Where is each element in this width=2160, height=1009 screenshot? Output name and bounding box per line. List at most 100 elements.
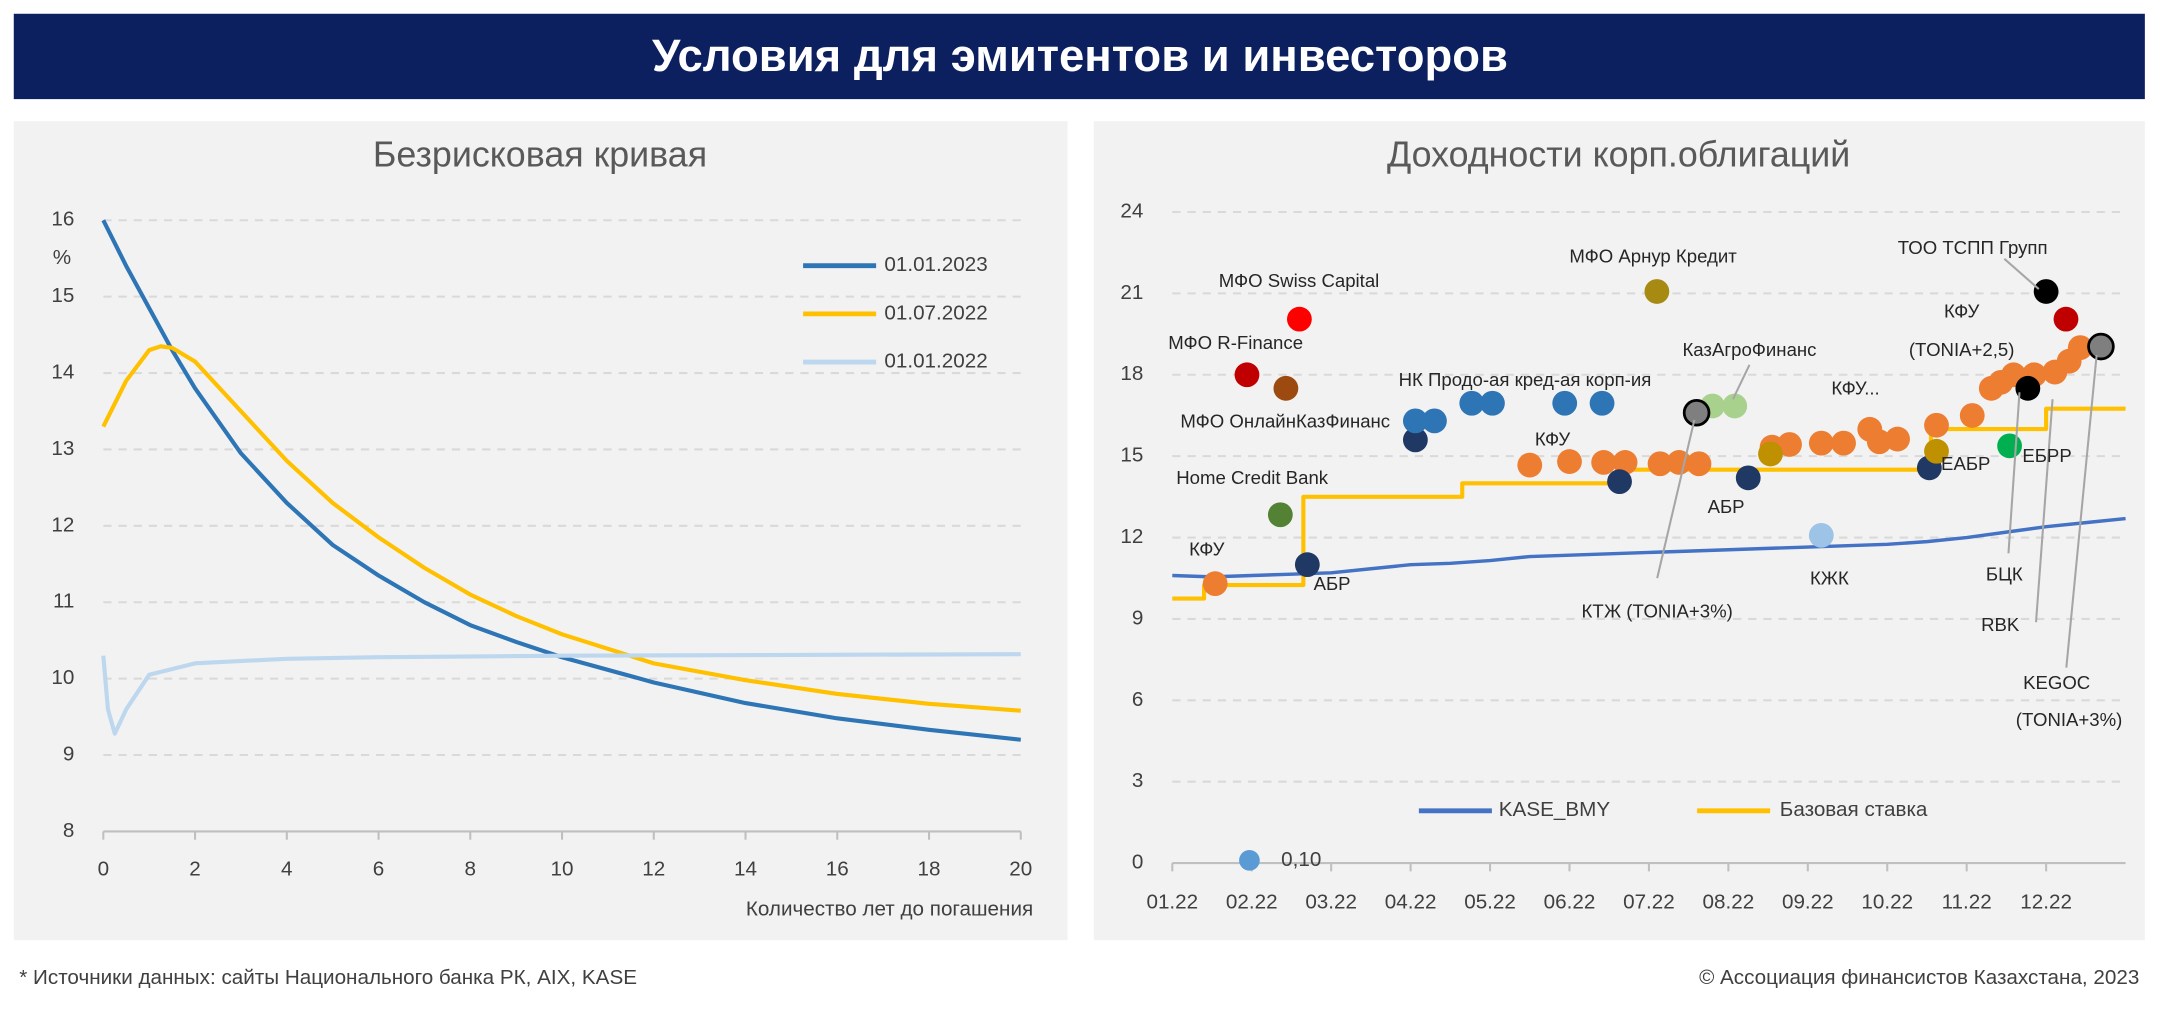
header-bar (13, 13, 2145, 100)
annotation: КФУ... (1831, 377, 1879, 398)
bond-point (1202, 571, 1228, 597)
x-tick-label: 03.22 (1305, 890, 1357, 913)
bond-point (1422, 408, 1447, 434)
bond-point (1552, 390, 1578, 416)
leader-line (2007, 392, 2021, 554)
bond-point (1517, 452, 1543, 478)
y-axis-unit: % (53, 246, 71, 269)
bond-point (1831, 430, 1856, 456)
leader-line (2065, 355, 2098, 668)
leader-line (2003, 258, 2040, 290)
bond-point (2067, 335, 2093, 361)
legend-swatch (1239, 850, 1260, 871)
bond-point (1722, 393, 1748, 419)
annotation: БЦК (1986, 563, 2023, 584)
annotation: КФУ (1944, 300, 1979, 321)
bond-point (1988, 369, 2014, 395)
bond-point (1589, 390, 1615, 416)
annotation: RBK (1981, 614, 2020, 635)
bond-point (1234, 362, 1260, 388)
bond-point (1557, 449, 1582, 474)
annotation: КЖК (1810, 567, 1849, 588)
annotation: (TONIA+2,5) (1909, 339, 2015, 360)
right-panel (1093, 121, 2145, 941)
x-tick-label: 10.22 (1861, 890, 1913, 913)
legend-label: 01.07.2022 (884, 301, 987, 324)
leader-line (2034, 399, 2054, 623)
leader-line (1656, 419, 1696, 579)
x-tick-label: 14 (734, 857, 757, 880)
legend-label: 01.01.2022 (884, 349, 987, 372)
x-axis-label: Количество лет до погашения (746, 897, 1033, 920)
chart-title: Доходности корп.облигаций (1387, 134, 1850, 174)
x-tick-label: 01.22 (1146, 890, 1198, 913)
x-tick-label: 12 (642, 857, 665, 880)
x-tick-label: 8 (465, 857, 476, 880)
series-line (101, 219, 1021, 742)
y-tick-label: 11 (53, 590, 74, 613)
y-tick-label: 21 (1120, 281, 1143, 304)
x-tick-label: 05.22 (1464, 890, 1516, 913)
bond-point (1459, 390, 1485, 416)
bond-point (1808, 430, 1834, 456)
bond-point (1686, 451, 1712, 477)
annotation: МФО ОнлайнКазФинанс (1180, 411, 1390, 432)
y-tick-label: 9 (1132, 606, 1143, 629)
y-tick-label: 15 (51, 284, 74, 307)
bond-point (2015, 375, 2041, 401)
series-line (101, 344, 1021, 713)
bond-point (1607, 469, 1632, 495)
header-title: Условия для эмитентов и инвесторов (652, 30, 1508, 81)
bond-point (1402, 427, 1428, 453)
x-tick-label: 0 (98, 857, 109, 880)
bond-point (1612, 450, 1638, 475)
annotation: ТОО ТСПП Групп (1898, 237, 2048, 258)
x-tick-label: 02.22 (1226, 890, 1278, 913)
legend-label: Базовая ставка (1780, 798, 1928, 821)
bond-point (1682, 398, 1711, 427)
y-tick-label: 3 (1132, 769, 1143, 792)
bond-point (2087, 332, 2115, 361)
leader-line (1732, 364, 1751, 400)
annotation: МФО Swiss Capital (1219, 270, 1380, 291)
y-tick-label: 12 (1120, 525, 1143, 548)
x-tick-label: 16 (826, 857, 849, 880)
annotation: KEGOC (2023, 672, 2090, 693)
y-tick-label: 13 (51, 437, 74, 460)
bond-point (1808, 522, 1834, 548)
bond-point (1866, 429, 1892, 455)
y-tick-label: 6 (1132, 688, 1143, 711)
x-tick-label: 4 (281, 857, 292, 880)
legend-label: 01.01.2023 (884, 253, 987, 276)
bond-point (1997, 433, 2022, 459)
y-tick-label: 8 (63, 819, 74, 842)
x-tick-label: 12.22 (2020, 890, 2072, 913)
y-tick-label: 24 (1120, 199, 1143, 222)
x-tick-label: 20 (1009, 857, 1032, 880)
x-tick-label: 04.22 (1385, 890, 1437, 913)
bond-point (1287, 306, 1312, 332)
y-tick-label: 14 (51, 360, 74, 383)
x-tick-label: 08.22 (1703, 890, 1755, 913)
annotation: МФО Арнур Кредит (1569, 245, 1737, 266)
annotation: МФО R-Finance (1168, 332, 1303, 353)
x-tick-label: 10 (551, 857, 574, 880)
left-panel (13, 121, 1068, 941)
bond-point (1480, 390, 1505, 416)
legend-label: 0,10 (1281, 848, 1321, 871)
bond-point (1735, 465, 1761, 491)
bond-point (1402, 408, 1428, 434)
annotation: КФУ (1189, 539, 1224, 560)
bond-point (2053, 306, 2079, 332)
bond-point (1777, 432, 1802, 457)
annotation: (TONIA+3%) (2016, 709, 2123, 730)
annotation: ЕБРР (2022, 445, 2071, 466)
y-tick-label: 16 (51, 208, 74, 231)
y-tick-label: 10 (51, 666, 74, 689)
legend-label: KASE_BMY (1499, 798, 1611, 821)
source-note: * Источники данных: сайты Национального … (19, 966, 637, 989)
bond-point (1273, 375, 1299, 401)
bond-point (1959, 403, 1985, 428)
